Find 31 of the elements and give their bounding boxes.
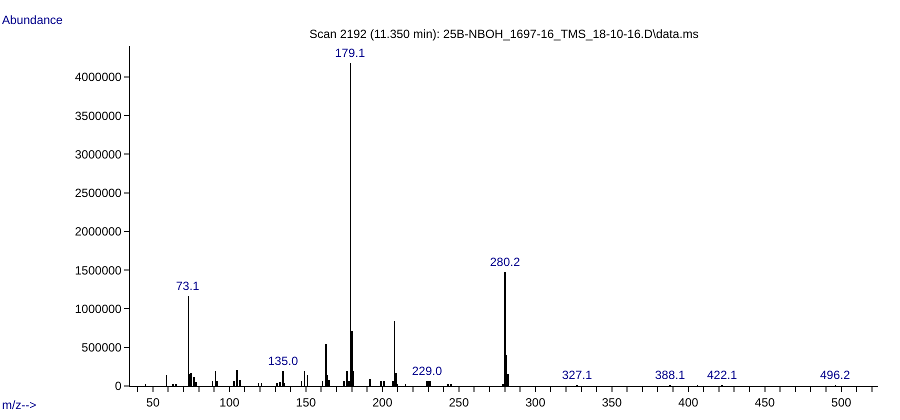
x-tick-label: 500	[831, 395, 852, 410]
annotation: 135.0	[268, 354, 298, 368]
chart-title: Scan 2192 (11.350 min): 25B-NBOH_1697-16_TMS_18-10-16.D\data.ms	[309, 26, 699, 41]
x-tick-label: 400	[678, 395, 699, 410]
x-tick-label: 450	[754, 395, 776, 410]
x-tick-label: 350	[602, 395, 622, 410]
annotation: 179.1	[335, 46, 366, 60]
annotation: 229.0	[412, 364, 442, 378]
annotation: 327.1	[562, 368, 592, 382]
y-tick-label: 3000000	[74, 147, 122, 162]
annotation: 73.1	[176, 279, 200, 293]
x-tick-label: 250	[448, 395, 470, 410]
x-tick-label: 300	[525, 395, 546, 410]
y-axis-title: Abundance	[2, 13, 64, 27]
y-tick-label: 1500000	[74, 263, 122, 278]
y-tick-label: 3500000	[74, 108, 122, 123]
y-tick-label: 0	[114, 379, 122, 394]
annotation: 422.1	[707, 368, 738, 382]
annotation: 280.2	[490, 255, 520, 269]
y-tick-label: 2500000	[74, 186, 122, 200]
y-tick-label: 500000	[82, 340, 122, 355]
x-tick-label: 50	[146, 395, 160, 410]
x-axis-title: m/z-->	[2, 398, 36, 412]
y-tick-label: 2000000	[74, 224, 122, 239]
x-tick-label: 150	[296, 395, 316, 410]
y-tick-label: 4000000	[74, 70, 122, 84]
x-tick-label: 200	[372, 395, 393, 410]
y-tick-label: 1000000	[74, 302, 122, 316]
x-tick-label: 100	[219, 395, 240, 410]
annotation: 388.1	[655, 368, 686, 382]
annotation: 496.2	[820, 368, 850, 382]
